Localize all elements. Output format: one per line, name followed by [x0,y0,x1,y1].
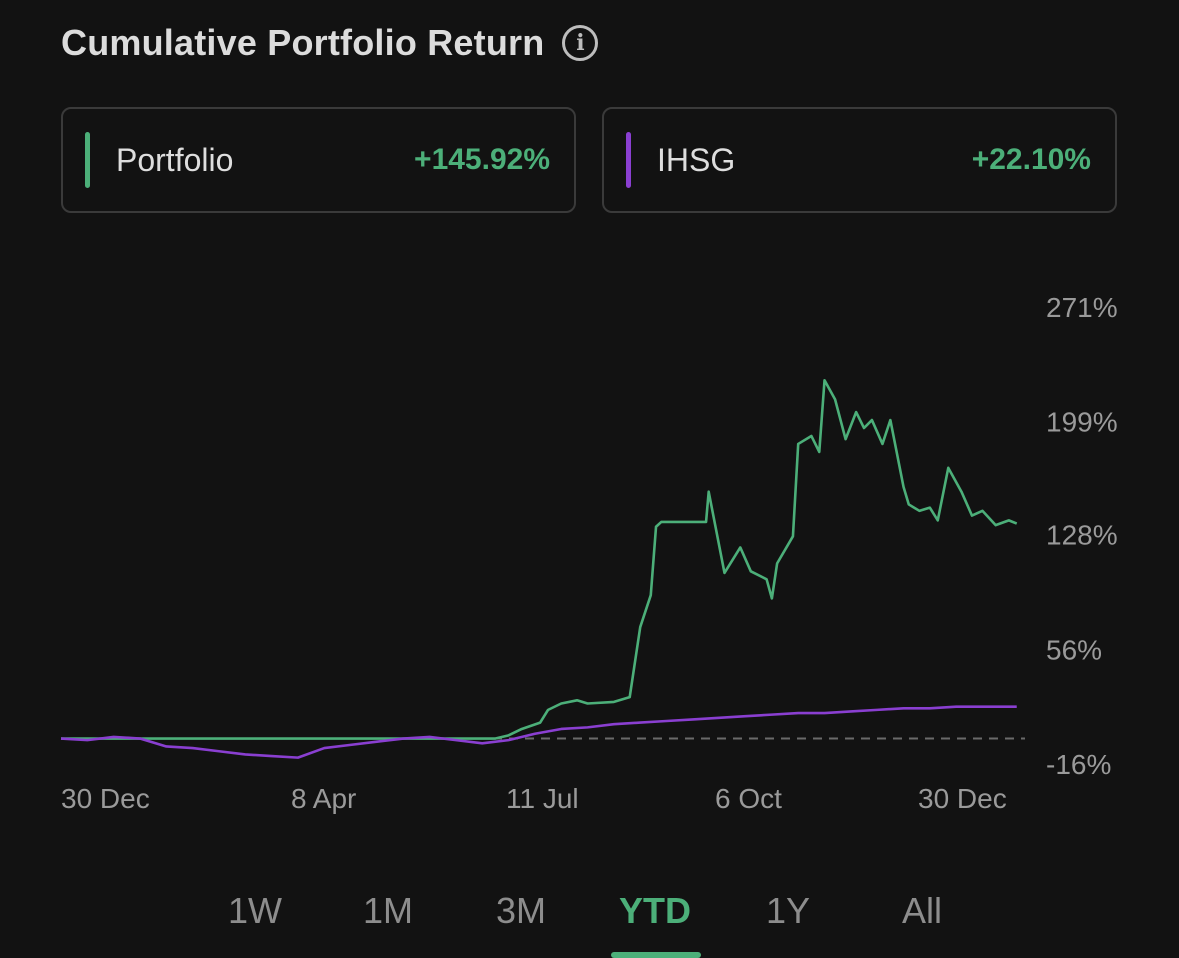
y-tick-label: 199% [1046,407,1118,438]
range-1y[interactable]: 1Y [765,890,811,931]
x-tick-label: 11 Jul [506,783,579,814]
chart-title: Cumulative Portfolio Return [61,22,545,63]
y-tick-label: 128% [1046,520,1118,551]
range-all[interactable]: All [901,890,942,931]
y-tick-label: -16% [1046,749,1111,780]
y-tick-label: 271% [1046,292,1118,323]
legend-name-portfolio: Portfolio [116,141,234,178]
x-tick-label: 8 Apr [291,783,356,814]
range-ytd[interactable]: YTD [619,890,691,931]
portfolio-color-marker [85,132,90,188]
range-selector: 1W 1M 3M YTD 1Y All [0,890,1179,958]
x-tick-label: 30 Dec [918,783,1007,814]
header: Cumulative Portfolio Return i [61,20,599,66]
legend-value-portfolio: +145.92% [414,143,550,176]
legend-card-ihsg[interactable]: IHSG +22.10% [602,107,1117,213]
line-chart: 271% 199% 128% 56% -16% 30 Dec 8 Apr 11 Jul 6 Oc… [60,292,1118,814]
range-1w[interactable]: 1W [228,890,282,931]
legend-value-ihsg: +22.10% [971,143,1091,176]
x-tick-label: 30 Dec [61,783,150,814]
range-3m[interactable]: 3M [495,890,546,931]
y-tick-label: 56% [1046,634,1102,665]
active-range-underline [611,952,701,958]
range-1m[interactable]: 1M [362,890,413,931]
series-line-ihsg [60,705,1017,759]
ihsg-color-marker [626,132,631,188]
x-tick-label: 6 Oct [715,783,782,814]
info-icon[interactable]: i [562,25,599,61]
legend-card-portfolio[interactable]: Portfolio +145.92% [61,107,576,213]
legend-name-ihsg: IHSG [657,141,736,178]
series-line-portfolio [61,378,1018,740]
